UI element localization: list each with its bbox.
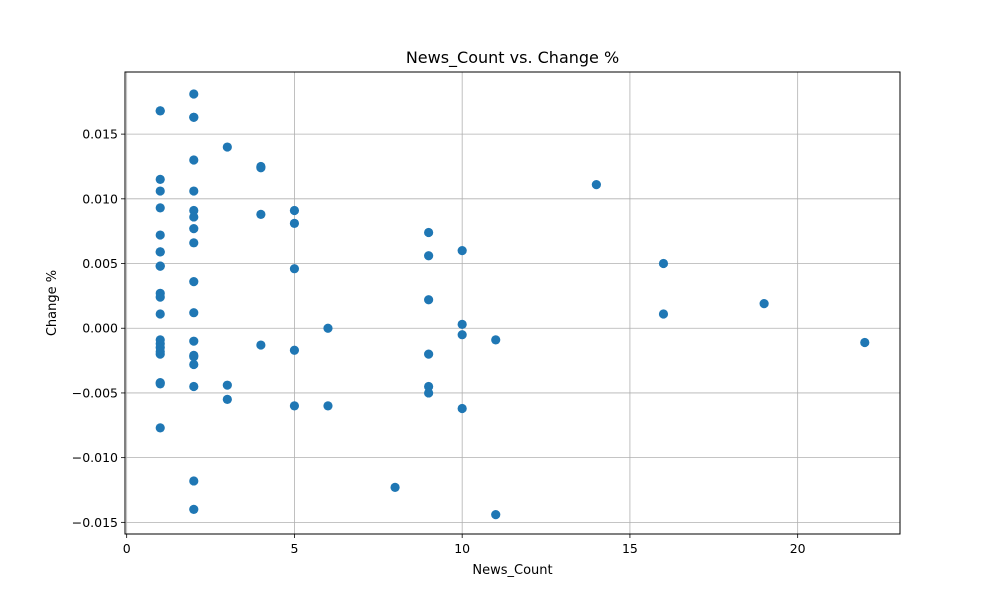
data-point <box>457 330 467 340</box>
data-point <box>289 345 300 355</box>
y-tick-label: −0.015 <box>72 515 118 530</box>
data-point <box>155 423 165 433</box>
data-point <box>222 142 232 152</box>
data-point <box>189 476 199 486</box>
data-point <box>860 337 870 348</box>
data-point <box>759 299 769 309</box>
data-point <box>424 381 434 392</box>
x-tick-label: 15 <box>622 541 638 556</box>
data-point <box>256 163 266 173</box>
data-point <box>658 258 669 269</box>
plot-area <box>125 72 900 534</box>
x-tick-label: 5 <box>290 541 298 556</box>
data-point <box>189 89 199 99</box>
data-point <box>289 264 300 274</box>
data-point <box>189 336 199 346</box>
data-point <box>155 230 165 240</box>
data-point <box>256 340 266 350</box>
data-point <box>155 261 165 271</box>
data-point <box>189 277 199 287</box>
data-point <box>457 245 467 256</box>
x-tick-label: 10 <box>454 541 470 556</box>
grid-lines <box>125 72 900 534</box>
data-point <box>189 223 199 234</box>
data-point <box>155 106 165 116</box>
y-tick-label: −0.010 <box>72 450 118 465</box>
data-point <box>189 205 199 216</box>
data-point <box>424 349 434 359</box>
data-point <box>424 295 434 305</box>
data-point <box>155 247 165 257</box>
plot-frame <box>124 71 901 535</box>
x-tick-label: 20 <box>790 541 806 556</box>
data-point <box>457 403 467 414</box>
x-axis-label: News_Count <box>472 563 552 578</box>
data-point <box>289 205 300 216</box>
x-axis-ticks: 0 5 10 15 20 <box>123 534 806 556</box>
data-point <box>491 335 501 345</box>
data-point <box>155 174 165 185</box>
data-point <box>189 155 199 165</box>
data-point <box>323 401 333 411</box>
data-point <box>390 482 400 493</box>
y-tick-label: 0.000 <box>82 321 118 336</box>
data-point <box>323 323 333 333</box>
data-point <box>155 186 165 196</box>
data-point <box>222 394 232 405</box>
data-point <box>189 112 199 122</box>
data-point <box>155 379 165 389</box>
y-tick-label: 0.010 <box>82 191 118 206</box>
y-tick-label: 0.015 <box>82 127 118 142</box>
data-point <box>424 227 434 238</box>
data-point <box>189 504 199 515</box>
y-tick-label: −0.005 <box>72 385 118 400</box>
data-point <box>189 186 199 196</box>
data-point <box>155 349 165 359</box>
data-point <box>189 308 199 318</box>
data-point <box>155 292 165 302</box>
data-point <box>189 359 199 370</box>
data-point <box>289 218 300 229</box>
data-point <box>222 380 232 390</box>
data-point <box>155 203 165 213</box>
y-axis-ticks: −0.015 −0.010 −0.005 0.000 0.005 0.010 0.015 <box>72 127 125 530</box>
data-point <box>491 509 501 520</box>
data-point <box>189 381 199 392</box>
data-point <box>155 309 165 319</box>
data-point <box>424 388 434 398</box>
data-point <box>189 352 199 362</box>
data-point <box>189 238 199 248</box>
data-points <box>155 89 870 520</box>
data-point <box>457 319 467 329</box>
data-point <box>591 179 601 190</box>
x-tick-label: 0 <box>123 541 131 556</box>
y-axis-label: Change % <box>45 270 60 336</box>
data-point <box>658 309 669 319</box>
y-tick-label: 0.005 <box>82 256 118 271</box>
data-point <box>289 401 300 411</box>
chart-title: News_Count vs. Change % <box>406 48 619 68</box>
data-point <box>256 209 266 219</box>
data-point <box>424 251 434 261</box>
data-point <box>189 212 199 222</box>
